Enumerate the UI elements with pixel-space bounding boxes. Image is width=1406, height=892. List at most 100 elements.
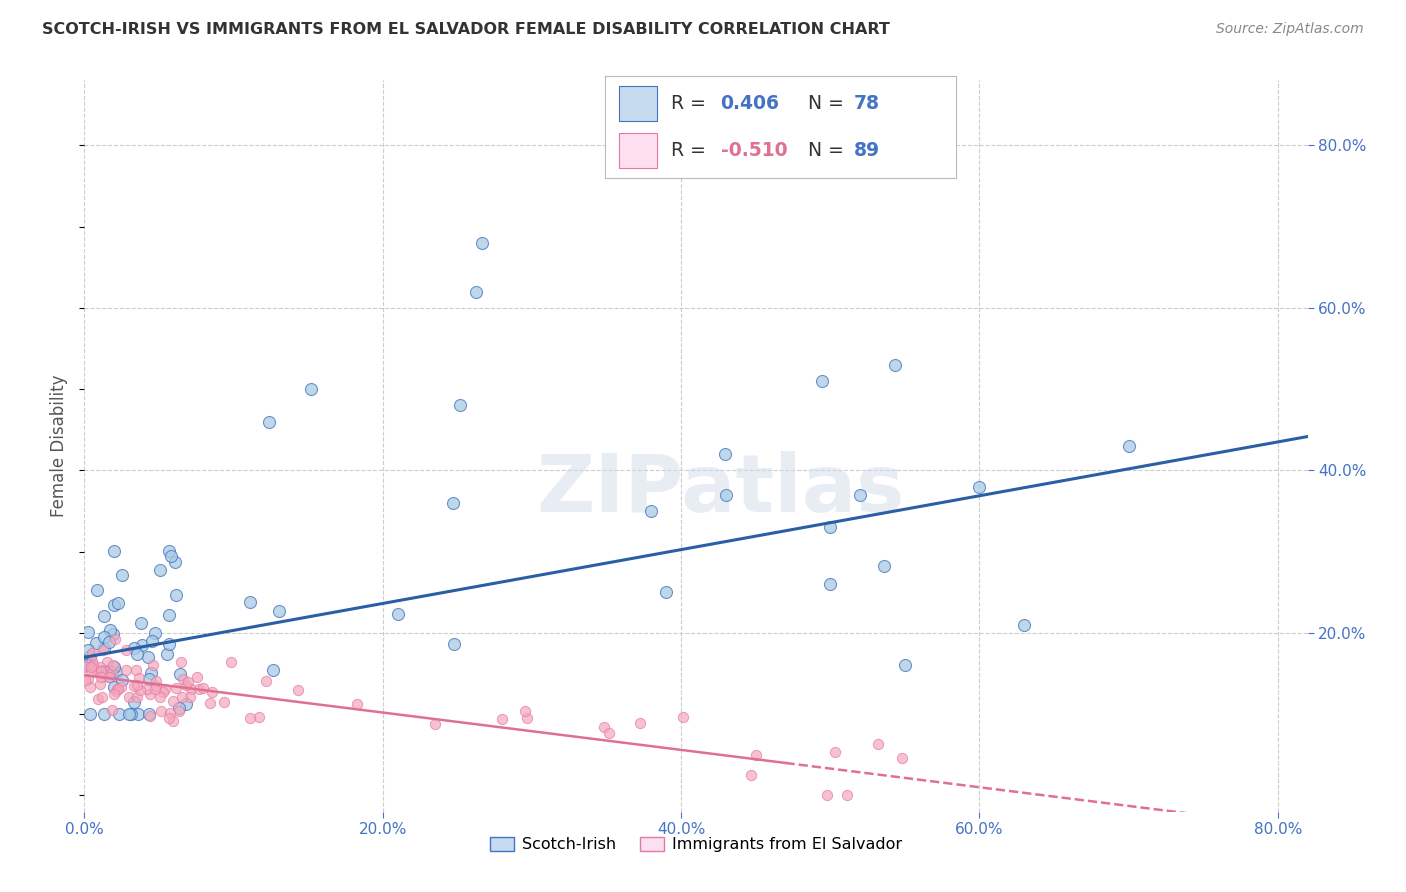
Point (174, 697, 197, 711)
Point (465, 285, 488, 299)
Point (141, 633, 163, 648)
Point (515, 704, 537, 718)
Point (125, 678, 148, 692)
Point (98, 669, 121, 683)
Point (120, 706, 142, 721)
Point (104, 632, 127, 646)
Point (93, 707, 115, 722)
Point (159, 706, 181, 721)
Point (98, 664, 121, 678)
Point (105, 665, 128, 680)
Point (186, 670, 208, 684)
Point (91, 690, 114, 704)
Point (138, 672, 160, 686)
Point (198, 696, 221, 710)
Point (80, 660, 103, 674)
Point (149, 690, 172, 705)
Point (598, 726, 620, 740)
Point (79, 707, 101, 722)
Point (157, 608, 180, 623)
Point (103, 680, 125, 694)
Text: -0.510: -0.510 (721, 141, 787, 161)
Point (655, 585, 678, 599)
Point (93, 630, 115, 644)
Text: 89: 89 (855, 141, 880, 161)
Point (346, 697, 368, 711)
Point (87, 692, 110, 706)
Point (212, 695, 235, 709)
Point (811, 374, 834, 388)
Point (115, 663, 138, 677)
Point (169, 701, 191, 715)
Point (127, 707, 149, 722)
Point (162, 714, 184, 729)
Point (143, 625, 166, 640)
Point (219, 655, 242, 669)
Point (165, 681, 187, 695)
Text: 78: 78 (855, 94, 880, 113)
Point (441, 496, 464, 510)
Text: SCOTCH-IRISH VS IMMIGRANTS FROM EL SALVADOR FEMALE DISABILITY CORRELATION CHART: SCOTCH-IRISH VS IMMIGRANTS FROM EL SALVA… (42, 22, 890, 37)
Point (894, 658, 917, 673)
Point (103, 598, 125, 612)
Point (423, 717, 446, 731)
Point (143, 681, 166, 696)
Point (77, 642, 100, 657)
Point (82, 646, 104, 660)
Text: 0.406: 0.406 (721, 94, 779, 113)
Point (108, 707, 131, 722)
Point (111, 568, 134, 582)
Point (93, 643, 115, 657)
Point (104, 683, 127, 698)
Point (247, 710, 270, 724)
Point (128, 671, 150, 685)
Point (135, 682, 157, 697)
Point (131, 639, 153, 653)
Point (449, 398, 471, 412)
Point (170, 655, 193, 669)
Point (1012, 617, 1035, 632)
Point (79, 680, 101, 694)
Y-axis label: Female Disability: Female Disability (51, 375, 69, 517)
Point (156, 647, 179, 661)
Point (849, 488, 872, 502)
Text: Source: ZipAtlas.com: Source: ZipAtlas.com (1216, 22, 1364, 37)
Point (157, 711, 180, 725)
Point (180, 681, 202, 696)
Point (201, 685, 224, 699)
Point (111, 673, 134, 687)
Point (491, 712, 513, 726)
Point (187, 682, 209, 697)
Point (142, 657, 165, 672)
Point (122, 680, 145, 694)
Point (593, 720, 616, 734)
Point (172, 690, 194, 704)
Point (82, 657, 104, 672)
Point (93, 609, 115, 624)
Point (815, 789, 838, 803)
Point (160, 549, 183, 563)
Point (883, 358, 905, 372)
Point (103, 544, 125, 558)
Point (174, 678, 197, 692)
Point (105, 682, 128, 697)
Point (740, 768, 762, 782)
Point (125, 663, 148, 677)
Point (90, 664, 112, 678)
Point (672, 710, 695, 724)
Point (387, 607, 409, 621)
Point (628, 716, 651, 731)
Point (443, 637, 465, 651)
Point (145, 673, 167, 688)
Point (145, 679, 167, 693)
Point (179, 690, 201, 704)
Point (263, 663, 285, 677)
Point (97, 635, 120, 649)
Point (299, 382, 322, 396)
Point (239, 711, 262, 725)
Point (101, 657, 124, 672)
Point (122, 641, 145, 656)
Point (820, 520, 842, 534)
Point (79, 649, 101, 664)
Point (107, 596, 129, 610)
